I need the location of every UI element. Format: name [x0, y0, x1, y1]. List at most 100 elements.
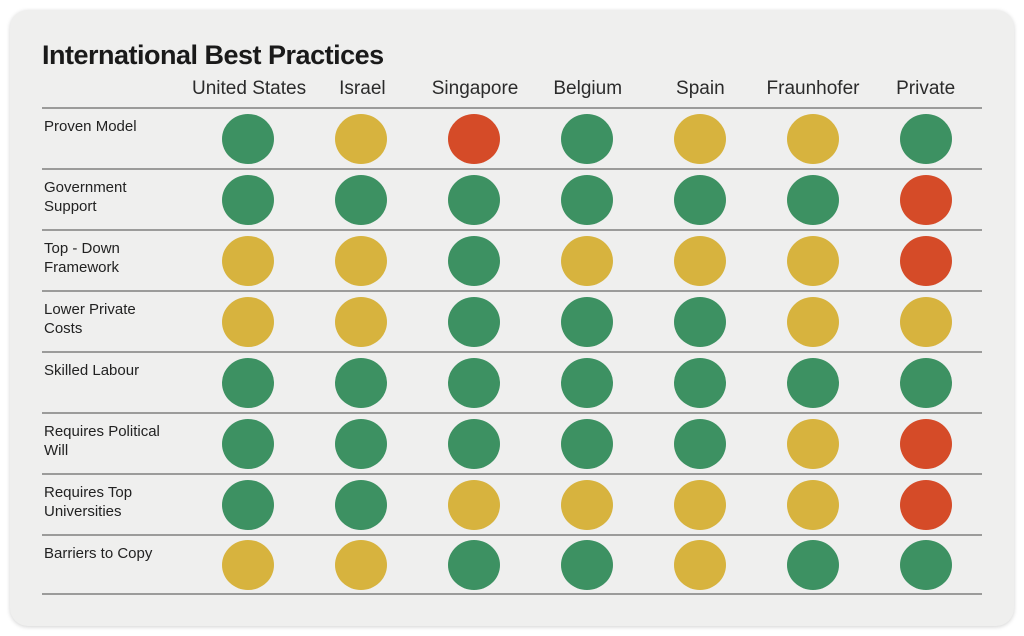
- rating-dot-yellow: [899, 296, 952, 347]
- rating-dot-yellow: [335, 235, 388, 286]
- rating-cell: [192, 536, 305, 593]
- rating-dot-green: [560, 418, 613, 469]
- column-header: Private: [896, 78, 956, 99]
- rating-dot-yellow: [786, 418, 839, 469]
- rating-dot-green: [560, 174, 613, 225]
- rating-dot-green: [335, 418, 388, 469]
- rating-dot-yellow: [335, 539, 388, 590]
- rating-cell: [192, 292, 305, 351]
- table-row: Requires Top Universities: [42, 473, 982, 534]
- rating-cell: [643, 170, 756, 229]
- rating-cell: [643, 536, 756, 593]
- rating-dot-green: [335, 174, 388, 225]
- page-title: International Best Practices: [42, 40, 384, 70]
- rating-dot-green: [560, 357, 613, 408]
- rating-dot-yellow: [673, 235, 726, 286]
- rating-dot-yellow: [560, 235, 613, 286]
- column-header: Belgium: [553, 78, 623, 99]
- rating-cell: [869, 475, 982, 534]
- rating-dot-green: [222, 418, 275, 469]
- rating-cell: [756, 109, 869, 168]
- rating-cell: [756, 292, 869, 351]
- rating-dot-yellow: [448, 479, 501, 530]
- rating-dot-green: [786, 174, 839, 225]
- rating-cell: [192, 170, 305, 229]
- rating-cell: [756, 475, 869, 534]
- rating-dot-green: [786, 539, 839, 590]
- rating-dot-green: [448, 235, 501, 286]
- rating-cell: [305, 170, 418, 229]
- column-header-row: United States Israel Singapore Belgium Spain…: [42, 71, 982, 107]
- rating-dot-green: [899, 539, 952, 590]
- row-label: Requires Top Universities: [44, 484, 133, 520]
- rating-dot-green: [222, 174, 275, 225]
- rating-dot-green: [560, 296, 613, 347]
- column-header: Israel: [339, 78, 386, 99]
- rating-dot-yellow: [222, 539, 275, 590]
- rating-cell: [305, 109, 418, 168]
- rating-cell: [756, 170, 869, 229]
- rating-dot-green: [673, 357, 726, 408]
- table-row: Barriers to Copy: [42, 534, 982, 595]
- rating-cell: [869, 170, 982, 229]
- rating-cell: [869, 536, 982, 593]
- rating-dot-red: [899, 235, 952, 286]
- table-row: Skilled Labour: [42, 351, 982, 412]
- rating-dot-green: [673, 418, 726, 469]
- rating-cell: [869, 109, 982, 168]
- rating-dot-green: [673, 174, 726, 225]
- rating-cell: [869, 414, 982, 473]
- rating-cell: [192, 414, 305, 473]
- rating-dot-green: [560, 539, 613, 590]
- rating-dot-yellow: [786, 296, 839, 347]
- rating-dot-green: [448, 357, 501, 408]
- rating-cell: [756, 536, 869, 593]
- rating-dot-green: [448, 539, 501, 590]
- rating-cell: [869, 353, 982, 412]
- rating-cell: [531, 475, 644, 534]
- rating-dot-green: [448, 418, 501, 469]
- rating-cell: [418, 475, 531, 534]
- rating-cell: [305, 231, 418, 290]
- rating-cell: [643, 353, 756, 412]
- rating-dot-red: [899, 174, 952, 225]
- column-header: Fraunhofer: [766, 78, 860, 99]
- table-row: Proven Model: [42, 107, 982, 168]
- rating-cell: [418, 353, 531, 412]
- rating-cell: [531, 353, 644, 412]
- rating-dot-green: [335, 479, 388, 530]
- rating-dot-green: [673, 296, 726, 347]
- rating-cell: [756, 353, 869, 412]
- rating-cell: [192, 475, 305, 534]
- rating-cell: [418, 414, 531, 473]
- column-header: Singapore: [431, 78, 519, 99]
- rating-cell: [418, 109, 531, 168]
- rating-cell: [418, 170, 531, 229]
- rating-cell: [305, 536, 418, 593]
- rating-cell: [643, 109, 756, 168]
- rating-dot-yellow: [786, 479, 839, 530]
- best-practices-card: International Best Practices United Stat…: [10, 10, 1014, 626]
- rating-dot-yellow: [222, 235, 275, 286]
- rating-cell: [531, 292, 644, 351]
- rating-cell: [418, 231, 531, 290]
- rating-dot-yellow: [673, 113, 726, 164]
- rating-dot-red: [899, 479, 952, 530]
- row-label: Lower Private Costs: [44, 301, 136, 337]
- rating-dot-yellow: [786, 235, 839, 286]
- rating-cell: [531, 109, 644, 168]
- rating-cell: [192, 109, 305, 168]
- rating-dot-green: [448, 174, 501, 225]
- rating-dot-yellow: [673, 539, 726, 590]
- row-label: Requires Political Will: [44, 423, 160, 459]
- row-label: Skilled Labour: [44, 362, 140, 379]
- rating-cell: [531, 536, 644, 593]
- rating-dot-yellow: [335, 113, 388, 164]
- rating-dot-yellow: [786, 113, 839, 164]
- row-label: Barriers to Copy: [44, 545, 153, 562]
- rating-cell: [418, 536, 531, 593]
- column-header: Spain: [676, 78, 725, 99]
- rating-cell: [869, 231, 982, 290]
- rating-dot-yellow: [335, 296, 388, 347]
- rating-cell: [192, 353, 305, 412]
